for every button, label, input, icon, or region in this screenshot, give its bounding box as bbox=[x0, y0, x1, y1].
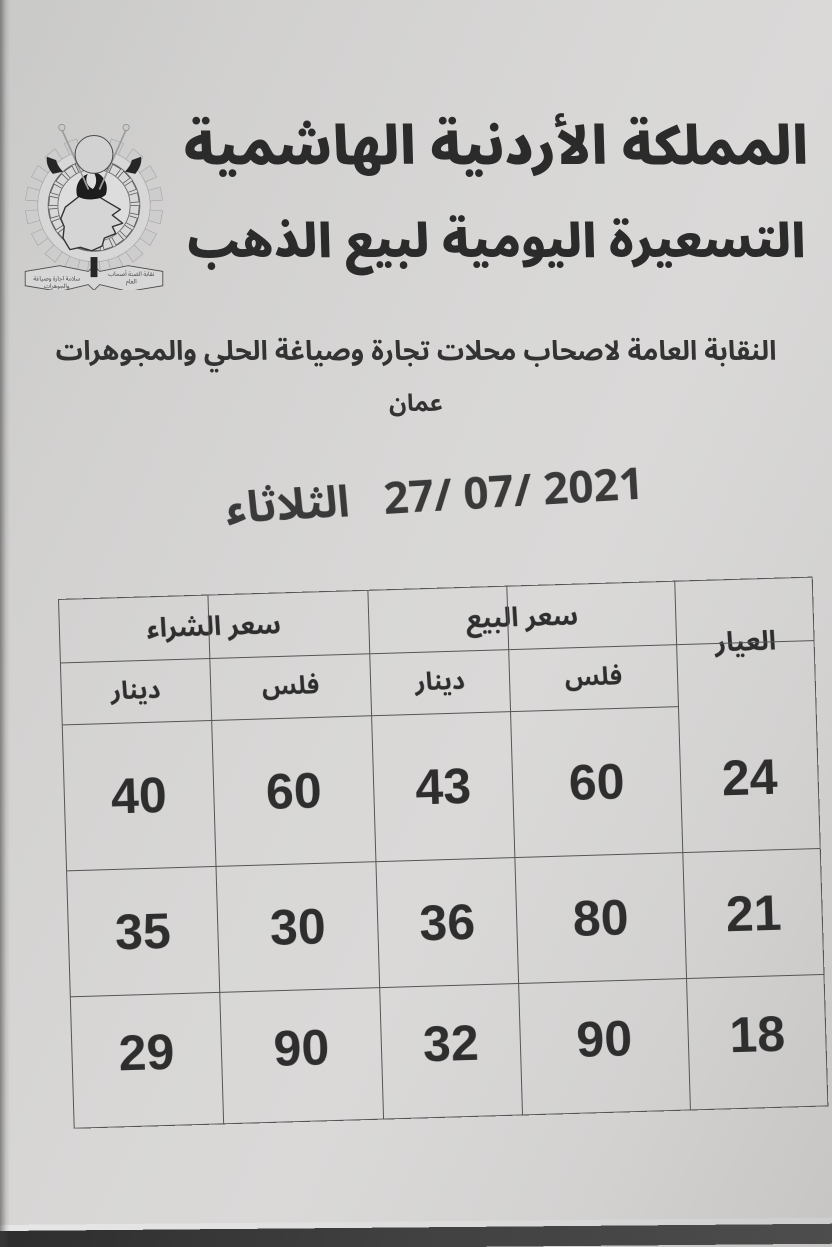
svg-text:والجوهرات: والجوهرات bbox=[44, 281, 70, 290]
svg-text:العام: العام bbox=[126, 276, 137, 288]
